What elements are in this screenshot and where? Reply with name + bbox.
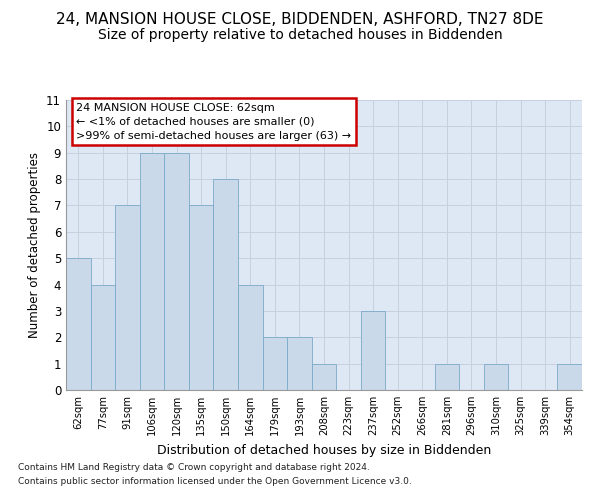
Y-axis label: Number of detached properties: Number of detached properties (28, 152, 41, 338)
Text: Size of property relative to detached houses in Biddenden: Size of property relative to detached ho… (98, 28, 502, 42)
Bar (287, 338, 312, 390)
Bar (361, 311, 385, 390)
Bar (189, 206, 214, 390)
Text: Contains HM Land Registry data © Crown copyright and database right 2024.: Contains HM Land Registry data © Crown c… (18, 464, 370, 472)
Bar (214, 179, 238, 390)
Bar (557, 364, 582, 390)
X-axis label: Distribution of detached houses by size in Biddenden: Distribution of detached houses by size … (157, 444, 491, 456)
Bar (140, 152, 164, 390)
Text: Contains public sector information licensed under the Open Government Licence v3: Contains public sector information licen… (18, 477, 412, 486)
Bar (91, 284, 115, 390)
Bar (434, 364, 459, 390)
Bar (115, 206, 140, 390)
Bar (263, 338, 287, 390)
Bar (164, 152, 189, 390)
Bar (312, 364, 336, 390)
Bar (66, 258, 91, 390)
Text: 24 MANSION HOUSE CLOSE: 62sqm
← <1% of detached houses are smaller (0)
>99% of s: 24 MANSION HOUSE CLOSE: 62sqm ← <1% of d… (76, 103, 352, 141)
Text: 24, MANSION HOUSE CLOSE, BIDDENDEN, ASHFORD, TN27 8DE: 24, MANSION HOUSE CLOSE, BIDDENDEN, ASHF… (56, 12, 544, 28)
Bar (238, 284, 263, 390)
Bar (484, 364, 508, 390)
